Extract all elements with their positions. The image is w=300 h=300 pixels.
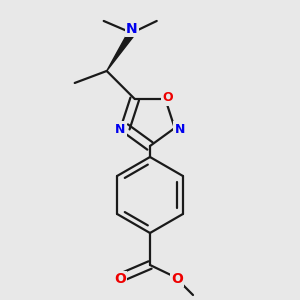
- Text: N: N: [126, 22, 137, 36]
- Text: N: N: [115, 122, 125, 136]
- Polygon shape: [107, 31, 135, 71]
- Text: O: O: [162, 92, 172, 104]
- Text: N: N: [175, 122, 185, 136]
- Text: O: O: [171, 272, 183, 286]
- Text: O: O: [114, 272, 126, 286]
